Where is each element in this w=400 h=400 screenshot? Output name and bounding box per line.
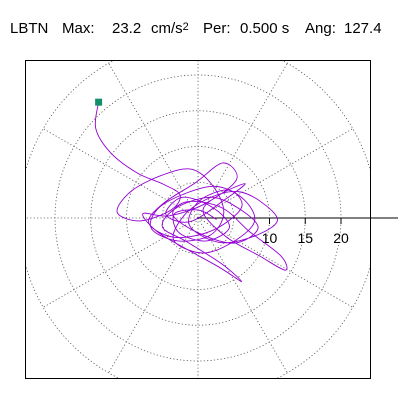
grid-spoke — [108, 217, 199, 374]
period-value: 0.500 s — [240, 20, 290, 37]
max-unit-exponent: 2 — [182, 21, 189, 33]
grid-spoke — [108, 62, 199, 219]
trace-layer — [94, 98, 288, 283]
plot-frame — [25, 60, 371, 379]
header-bar: LBTN Max: 23.2 cm/s2 Per: 0.500 s Ang: 1… — [0, 0, 400, 48]
max-unit-base: cm/s — [151, 20, 183, 37]
start-point-marker — [95, 98, 103, 106]
radial-tick-label: 20 — [333, 230, 349, 246]
max-label: Max: — [62, 20, 95, 37]
angle-label: Ang: — [305, 20, 336, 37]
grid-spoke — [197, 217, 288, 374]
max-value: 23.2 — [112, 20, 142, 37]
period-label: Per: — [203, 20, 231, 37]
angle-value: 127.4 — [344, 20, 382, 37]
grid-spoke — [197, 128, 354, 219]
motion-trace-line — [94, 102, 288, 283]
radial-axis: 10 15 20 — [198, 217, 398, 246]
station-code: LBTN — [10, 20, 49, 37]
max-unit: cm/s2 — [151, 20, 189, 37]
radial-tick-label: 15 — [297, 230, 313, 246]
grid-spoke — [42, 217, 199, 308]
grid-spoke — [197, 62, 288, 219]
grid-spoke — [197, 217, 354, 308]
radial-tick-label: 10 — [262, 230, 278, 246]
grid-spoke — [42, 128, 199, 219]
